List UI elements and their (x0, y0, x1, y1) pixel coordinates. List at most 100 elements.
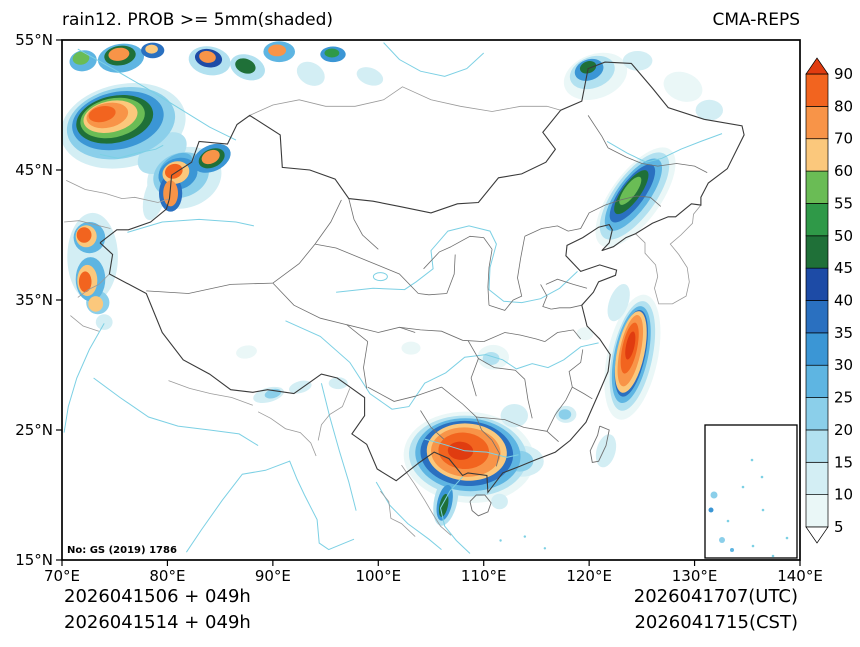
province-border (491, 440, 500, 467)
rivers-and-coasts (63, 42, 723, 554)
colorbar-tick-label: 50 (834, 227, 853, 245)
province-border (487, 249, 493, 306)
y-tick-label: 35°N (15, 291, 53, 309)
prob-region-p10 (296, 61, 325, 86)
province-border (544, 329, 582, 342)
river-line (127, 218, 255, 233)
province-border (545, 278, 588, 289)
foreign-border (168, 380, 253, 406)
prob-region-p80 (76, 227, 92, 243)
colorbar-bin-15 (805, 429, 829, 463)
prob-region-p10 (622, 51, 653, 71)
foreign-border (77, 273, 110, 298)
prob-region-p45 (235, 58, 256, 74)
prob-region-p80 (88, 105, 116, 123)
island-dot (543, 547, 547, 550)
x-tick-label: 120°E (566, 567, 612, 585)
island-dot (499, 539, 502, 542)
x-tick-label: 70°E (44, 567, 80, 585)
province-border (540, 284, 552, 310)
colorbar-tick-label: 40 (834, 292, 853, 310)
south-china-sea-inset (704, 424, 798, 559)
province-border (146, 282, 273, 294)
prob-region-p80 (78, 271, 92, 293)
y-tick-label: 55°N (15, 31, 53, 49)
prob-region-p55 (619, 176, 642, 205)
inset-frame (704, 424, 798, 559)
island-dot (523, 535, 527, 538)
colorbar-bin-45 (805, 235, 829, 269)
prob-region-p80 (164, 163, 183, 179)
prob-region-p10 (607, 283, 630, 322)
river-line (320, 383, 357, 511)
province-border (418, 293, 447, 296)
prob-region-p70 (108, 47, 130, 61)
province-border (367, 386, 442, 402)
province-border (446, 254, 456, 294)
colorbar-under-arrow (805, 526, 829, 544)
province-border (348, 198, 379, 250)
colorbar-bin-70 (805, 106, 829, 140)
foreign-border (66, 180, 170, 203)
colorbar-tick-label: 30 (834, 356, 853, 374)
colorbar-bin-40 (805, 267, 829, 301)
province-border (546, 386, 573, 432)
prob-region-p70 (201, 149, 220, 165)
prob-region-p10 (695, 99, 723, 121)
river-line (77, 48, 237, 141)
province-border (513, 236, 526, 301)
province-border (476, 416, 559, 442)
x-tick-label: 130°E (672, 567, 718, 585)
inset-island-dot (761, 508, 765, 512)
prob-region-p70 (268, 44, 287, 57)
footer-valid-utc: 2026041707(UTC) (634, 586, 798, 607)
foreign-border (249, 86, 561, 116)
inset-island-dot (771, 554, 775, 558)
river-line (285, 320, 599, 410)
y-tick-label: 45°N (15, 161, 53, 179)
foreign-border (317, 388, 351, 441)
foreign-border (257, 411, 317, 457)
colorbar-tick-label: 45 (834, 259, 853, 277)
prob-region-p50 (324, 48, 340, 58)
prob-region-p10 (328, 377, 348, 390)
prob-region-p70 (199, 50, 216, 63)
y-tick-label: 25°N (15, 421, 53, 439)
inset-island-dot (785, 536, 789, 540)
footer-valid-cst: 2026041715(CST) (634, 612, 798, 633)
river-line (383, 42, 485, 77)
foreign-border (70, 315, 100, 332)
foreign-border (635, 204, 702, 305)
province-border (363, 341, 369, 389)
island-outline (589, 425, 610, 464)
province-border (478, 358, 526, 380)
province-border (399, 326, 484, 342)
river-line (185, 460, 355, 553)
colorbar-bin-80 (805, 73, 829, 107)
river-line (63, 323, 105, 433)
colorbar-bin-50 (805, 203, 829, 237)
y-tick-label: 15°N (15, 551, 53, 569)
x-tick-label: 110°E (461, 567, 507, 585)
province-border (572, 386, 593, 400)
province-border (488, 299, 514, 311)
river-line (99, 144, 164, 159)
prob-region-p20 (558, 409, 572, 420)
prob-region-p10 (491, 493, 508, 510)
prob-region-p55 (72, 51, 90, 65)
province-border (346, 324, 416, 333)
prob-region-p90 (625, 331, 636, 360)
colorbar-bin-20 (805, 397, 829, 431)
river-line (424, 438, 519, 458)
lake-outline (372, 272, 388, 282)
footer-init-utc: 2026041506 + 049h (64, 586, 251, 607)
river-line (439, 476, 471, 554)
inset-island-dot (750, 458, 754, 462)
inset-island-dot (741, 485, 745, 489)
prob-region-p5 (236, 345, 257, 359)
province-border (587, 115, 609, 149)
prob-region-p60 (145, 44, 158, 54)
prob-region-p10 (288, 380, 312, 394)
model-label: CMA-REPS (712, 10, 800, 30)
prob-region-p60 (88, 296, 104, 312)
